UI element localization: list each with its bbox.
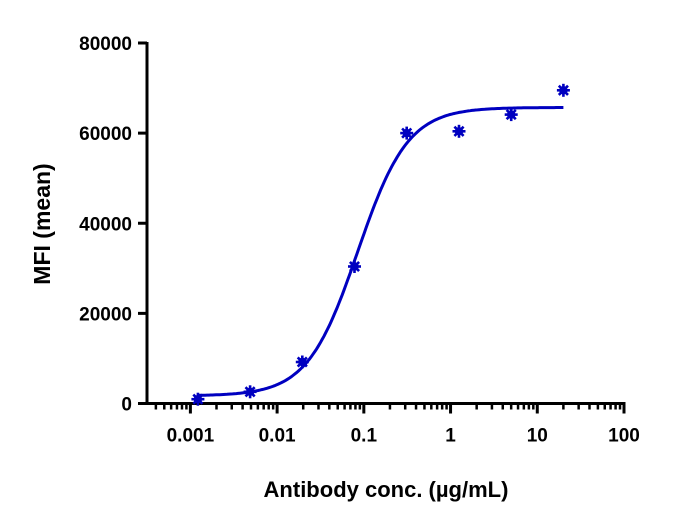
data-point-asterisk-stroke	[296, 356, 308, 368]
data-point	[243, 385, 257, 399]
data-point	[504, 108, 518, 122]
y-tick-label: 60000	[79, 124, 132, 145]
x-axis-label: Antibody conc. (µg/mL)	[264, 477, 509, 502]
y-tick-label: 40000	[79, 214, 132, 235]
y-tick-label: 20000	[79, 304, 132, 325]
x-tick-labels: 0.001 0.01 0.1 1 10 100	[167, 426, 640, 447]
x-tick-label: 0.001	[167, 426, 215, 447]
data-point	[452, 124, 466, 138]
data-point	[400, 126, 414, 140]
axes	[138, 41, 626, 414]
x-tick-label: 1	[445, 426, 456, 447]
data-point	[191, 392, 205, 406]
data-point	[556, 83, 570, 97]
x-tick-label: 10	[527, 426, 548, 447]
y-tick-label: 0	[121, 395, 132, 416]
data-point-asterisk-stroke	[557, 84, 569, 96]
data-point	[348, 260, 361, 273]
y-tick-label: 80000	[79, 34, 132, 55]
data-point-asterisk-stroke	[453, 125, 465, 137]
x-tick-label: 0.1	[351, 426, 378, 447]
data-point-asterisk-stroke	[348, 260, 361, 273]
x-tick-label: 0.01	[259, 426, 296, 447]
y-axis-label: MFI (mean)	[29, 163, 55, 284]
fit-curve	[197, 106, 564, 397]
data-point-asterisk-stroke	[401, 127, 413, 139]
x-tick-label: 100	[608, 426, 640, 447]
data-point-asterisk-stroke	[505, 109, 517, 121]
data-point	[295, 355, 309, 369]
data-points	[191, 83, 570, 406]
data-point-asterisk-stroke	[192, 393, 204, 405]
data-point-asterisk-stroke	[244, 386, 256, 398]
y-tick-labels: 0 20000 40000 60000 80000	[79, 34, 132, 416]
